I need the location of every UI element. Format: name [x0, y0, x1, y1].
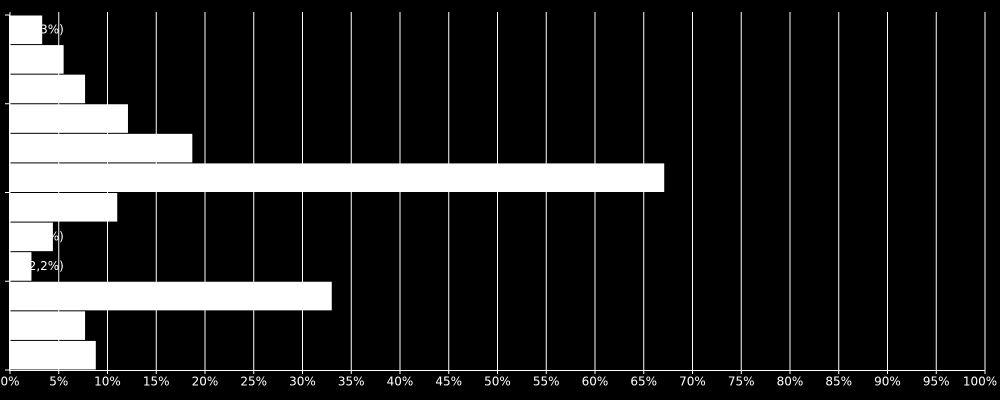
x-tick-label: 45%: [435, 375, 462, 389]
x-tick-label: 35%: [338, 375, 365, 389]
bar: [10, 340, 96, 370]
bar: [10, 45, 64, 74]
bar: [10, 311, 86, 340]
x-tick-label: 20%: [192, 375, 219, 389]
bar: [10, 104, 128, 133]
x-tick-label: 65%: [630, 375, 657, 389]
x-tick-label: 15%: [143, 375, 170, 389]
x-tick-label: 5%: [49, 375, 68, 389]
bar: [10, 74, 86, 104]
x-tick-label: 85%: [825, 375, 852, 389]
x-tick-label: 40%: [387, 375, 414, 389]
x-tick-label: 60%: [582, 375, 609, 389]
bar: [10, 281, 332, 311]
bar: [10, 15, 43, 45]
x-tick-label: 50%: [484, 375, 511, 389]
x-tick-label: 0%: [0, 375, 19, 389]
x-tick-label: 100%: [963, 375, 997, 389]
bar: [10, 193, 118, 222]
x-tick-label: 95%: [923, 375, 950, 389]
x-tick-label: 30%: [289, 375, 316, 389]
x-tick-label: 55%: [533, 375, 560, 389]
bar: [10, 252, 32, 281]
bar: [10, 163, 665, 192]
x-tick-label: 80%: [777, 375, 804, 389]
value-label: (2,2%): [24, 259, 64, 273]
bar: [10, 133, 193, 163]
x-tick-label: 10%: [94, 375, 121, 389]
x-tick-label: 75%: [728, 375, 755, 389]
x-tick-label: 70%: [679, 375, 706, 389]
bar: [10, 222, 53, 252]
x-tick-label: 90%: [874, 375, 901, 389]
x-tick-label: 25%: [240, 375, 267, 389]
